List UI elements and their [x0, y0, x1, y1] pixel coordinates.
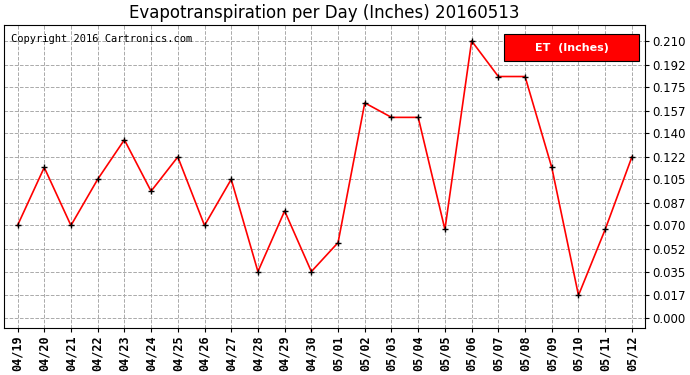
- FancyBboxPatch shape: [504, 34, 639, 62]
- Title: Evapotranspiration per Day (Inches) 20160513: Evapotranspiration per Day (Inches) 2016…: [130, 4, 520, 22]
- Text: Copyright 2016 Cartronics.com: Copyright 2016 Cartronics.com: [10, 34, 192, 44]
- Text: ET  (Inches): ET (Inches): [535, 43, 609, 53]
